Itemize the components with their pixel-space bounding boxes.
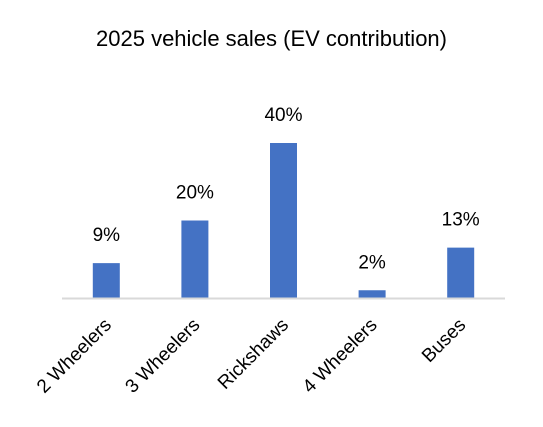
category-label-4: Buses <box>418 315 470 367</box>
category-label-1: 3 Wheelers <box>122 315 205 398</box>
data-label-4: 13% <box>442 210 480 231</box>
bar-3 <box>358 290 386 298</box>
data-label-1: 20% <box>176 183 214 204</box>
bar-4 <box>447 247 475 298</box>
data-label-0: 9% <box>93 225 121 246</box>
chart-title: 2025 vehicle sales (EV contribution) <box>96 26 447 51</box>
bar-0 <box>92 263 120 298</box>
data-label-2: 40% <box>264 105 302 126</box>
bars-layer <box>92 143 475 298</box>
data-labels-layer: 9% 20% 40% 2% 13% <box>93 105 480 273</box>
category-label-2: Rickshaws <box>214 315 293 394</box>
data-label-3: 2% <box>358 252 386 273</box>
bar-1 <box>181 220 209 298</box>
bar-2 <box>270 143 297 298</box>
category-label-3: 4 Wheelers <box>299 315 382 398</box>
category-labels-layer: 2 Wheelers 3 Wheelers Rickshaws 4 Wheelers B… <box>33 315 470 398</box>
category-label-0: 2 Wheelers <box>33 315 116 398</box>
